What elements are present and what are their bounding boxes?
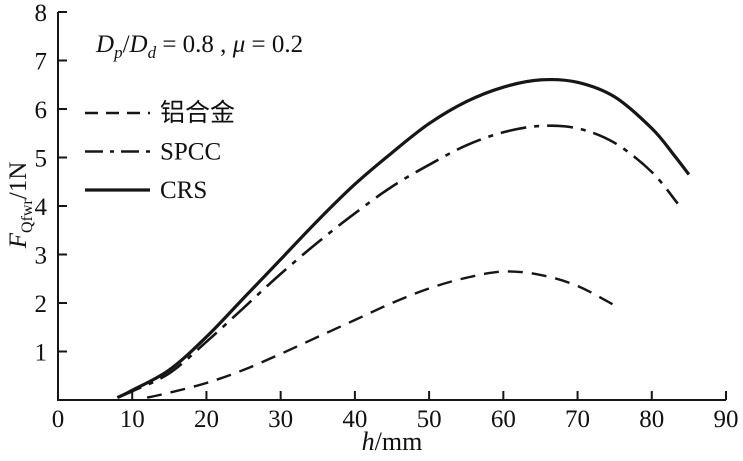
y-tick-label-2: 2 (35, 291, 48, 318)
data-curves (116, 77, 691, 400)
y-axis-sub: Qfwr (19, 199, 36, 233)
annotation-slash: / (123, 31, 130, 58)
axes (57, 12, 726, 401)
axis-lines (57, 12, 726, 401)
annotation-eq1: = 0.8 , (156, 31, 233, 58)
y-axis-var: F (5, 232, 32, 249)
legend-item-CRS: CRS (85, 177, 207, 204)
x-tick-label-80: 80 (639, 406, 664, 433)
curve-CRS (116, 77, 691, 400)
y-tick-label-5: 5 (35, 146, 48, 173)
y-tick-label-1: 1 (35, 340, 48, 367)
legend-label-CRS: CRS (160, 177, 207, 204)
curve-铝合金 (146, 270, 616, 399)
x-axis-var: h (362, 427, 375, 456)
x-tick-label-60: 60 (491, 406, 516, 433)
annotation-d2: D (129, 31, 148, 58)
legend-item-SPCC: SPCC (85, 139, 221, 166)
annotation-mu: μ (232, 31, 246, 58)
legend-label-SPCC: SPCC (160, 139, 221, 166)
annotation-d1-sub: p (113, 43, 123, 62)
legend: 铝合金 SPCC CRS (85, 99, 235, 204)
x-tick-label-20: 20 (194, 406, 219, 433)
y-tick-label-4: 4 (35, 194, 48, 221)
parameter-annotation: Dp/Dd = 0.8 , μ = 0.2 (95, 31, 303, 62)
x-tick-label-10: 10 (120, 406, 145, 433)
x-tick-label-90: 90 (714, 406, 739, 433)
x-tick-label-30: 30 (268, 406, 293, 433)
tick-labels: 0 10 20 30 40 50 60 70 80 90 1 2 3 4 5 6 7 8 (35, 0, 739, 433)
y-tick-label-7: 7 (35, 49, 48, 76)
tick-marks (58, 11, 727, 400)
x-axis-label: h/mm (362, 427, 423, 456)
x-tick-label-70: 70 (565, 406, 590, 433)
y-axis-label: FQfwr/1N (5, 162, 36, 250)
annotation-eq2: = 0.2 (245, 31, 303, 58)
x-tick-label-0: 0 (52, 406, 65, 433)
y-tick-label-3: 3 (35, 243, 48, 270)
x-tick-label-50: 50 (417, 406, 442, 433)
legend-label-铝合金: 铝合金 (160, 99, 235, 127)
y-axis-unit: /1N (5, 162, 32, 200)
y-tick-label-8: 8 (35, 0, 48, 27)
curve-SPCC (116, 124, 679, 399)
annotation-d2-sub: d (148, 43, 157, 62)
legend-item-铝合金: 铝合金 (85, 99, 235, 127)
x-axis-unit: /mm (375, 427, 423, 456)
annotation-d1: D (95, 31, 114, 58)
x-tick-label-40: 40 (342, 406, 367, 433)
y-tick-label-6: 6 (35, 97, 48, 124)
